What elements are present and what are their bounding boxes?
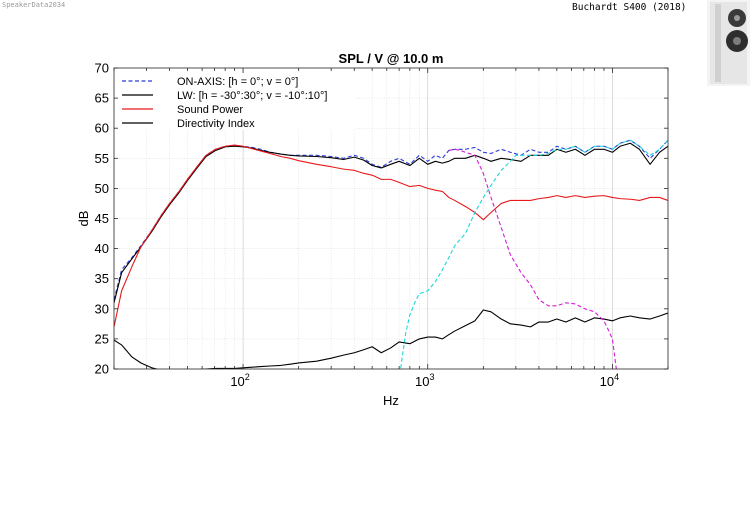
y-tick-label: 25 [95, 331, 109, 346]
y-tick-label: 20 [95, 362, 109, 377]
y-tick-label: 65 [95, 91, 109, 106]
model-name: Buchardt S400 (2018) [572, 2, 687, 13]
y-tick-label: 70 [95, 61, 109, 76]
legend-box [118, 73, 356, 130]
series-line-5 [448, 148, 617, 369]
y-tick-label: 35 [95, 271, 109, 286]
y-tick-label: 40 [95, 241, 109, 256]
series-line-1 [114, 142, 668, 303]
legend-entry: LW: [h = -30°:30°; v = -10°:10°] [177, 90, 328, 102]
watermark: SpeakerData2034 [2, 1, 66, 9]
x-tick-label: 103 [415, 372, 434, 389]
series-line-4 [400, 139, 668, 369]
y-tick-label: 30 [95, 301, 109, 316]
legend-entry: Directivity Index [177, 118, 255, 130]
y-tick-label: 60 [95, 121, 109, 136]
speaker-photo-icon [707, 0, 750, 86]
legend-entry: Sound Power [177, 104, 243, 116]
series-line-3 [114, 309, 668, 369]
x-tick-label: 104 [600, 372, 619, 389]
chart-title: SPL / V @ 10.0 m [339, 51, 444, 66]
y-tick-label: 50 [95, 181, 109, 196]
x-tick-label: 102 [230, 372, 249, 389]
y-tick-label: 45 [95, 211, 109, 226]
x-axis-label: Hz [383, 393, 399, 408]
chart-legend: ON-AXIS: [h = 0°; v = 0°] LW: [h = -30°:3… [118, 73, 356, 130]
y-tick-label: 55 [95, 151, 109, 166]
y-axis-label: dB [76, 211, 91, 227]
series-line-2 [114, 144, 668, 327]
legend-entry: ON-AXIS: [h = 0°; v = 0°] [177, 76, 298, 88]
